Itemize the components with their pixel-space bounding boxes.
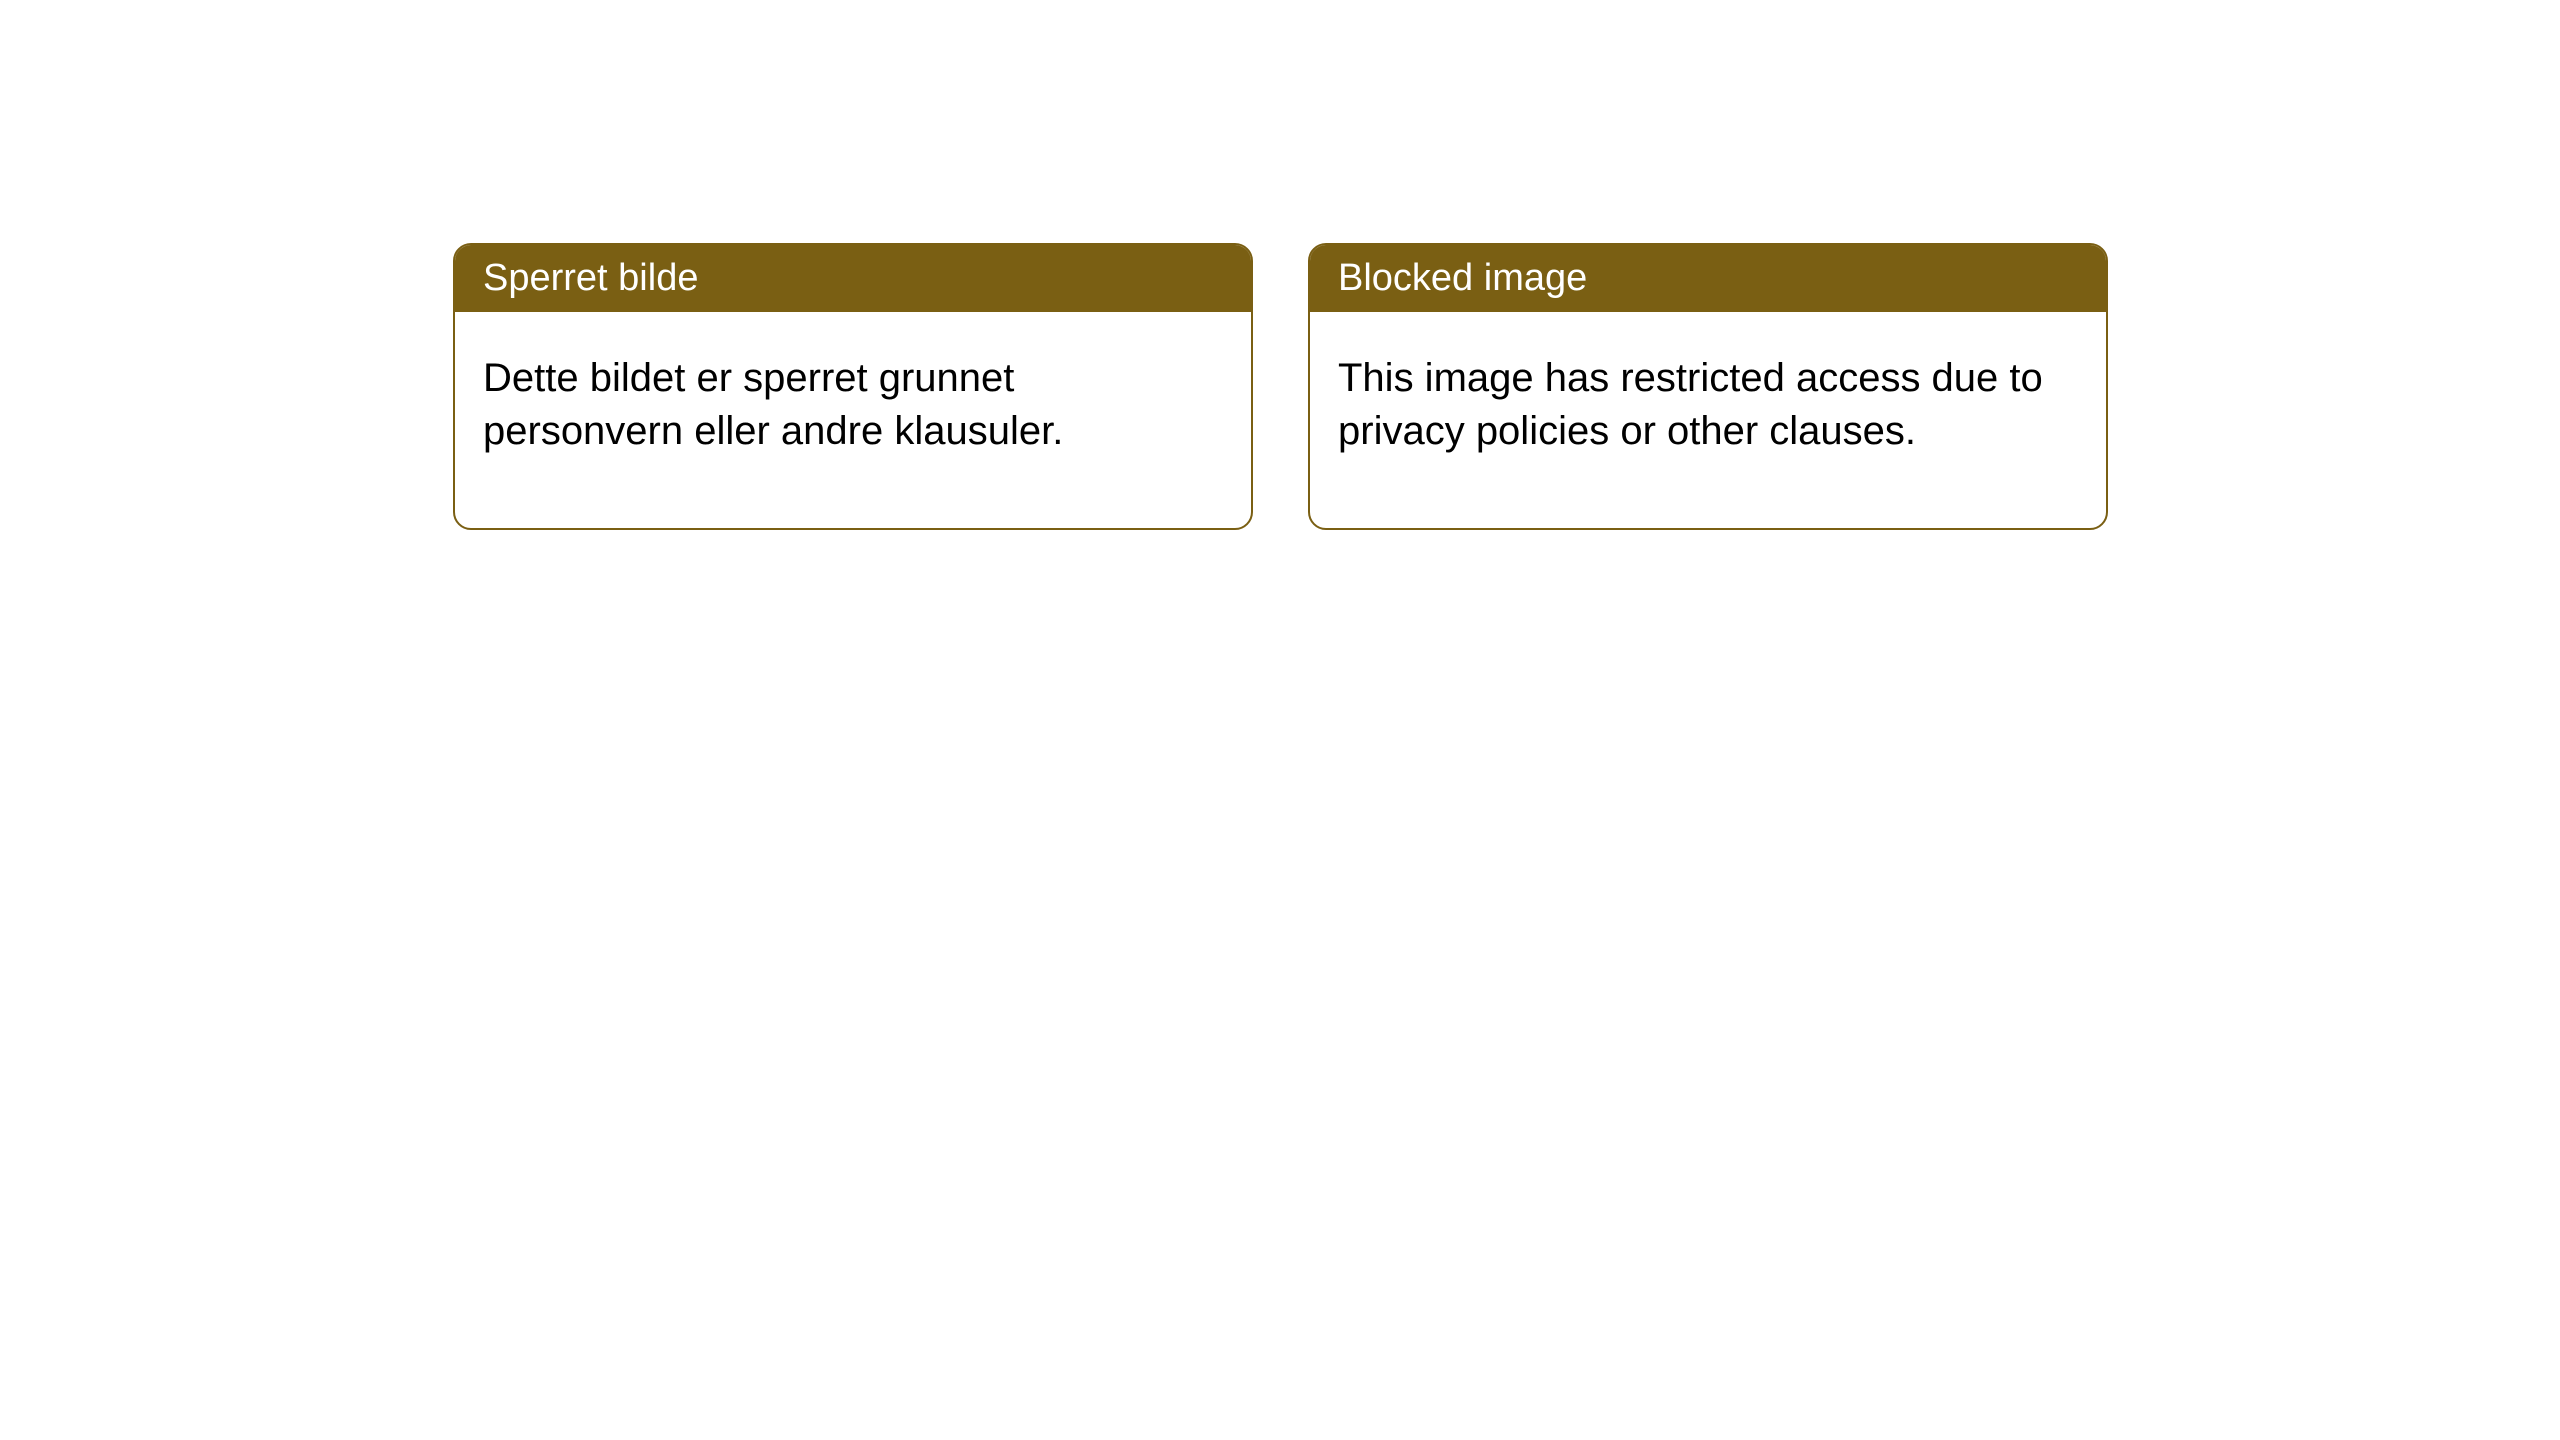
card-title: Blocked image: [1338, 257, 1587, 299]
card-title: Sperret bilde: [483, 257, 698, 299]
card-body-text: Dette bildet er sperret grunnet personve…: [483, 356, 1063, 453]
card-body-text: This image has restricted access due to …: [1338, 356, 2043, 453]
notice-card-container: Sperret bilde Dette bildet er sperret gr…: [453, 243, 2108, 530]
card-header: Sperret bilde: [455, 245, 1251, 312]
card-header: Blocked image: [1310, 245, 2106, 312]
card-body: Dette bildet er sperret grunnet personve…: [455, 312, 1251, 528]
notice-card-english: Blocked image This image has restricted …: [1308, 243, 2108, 530]
card-body: This image has restricted access due to …: [1310, 312, 2106, 528]
notice-card-norwegian: Sperret bilde Dette bildet er sperret gr…: [453, 243, 1253, 530]
